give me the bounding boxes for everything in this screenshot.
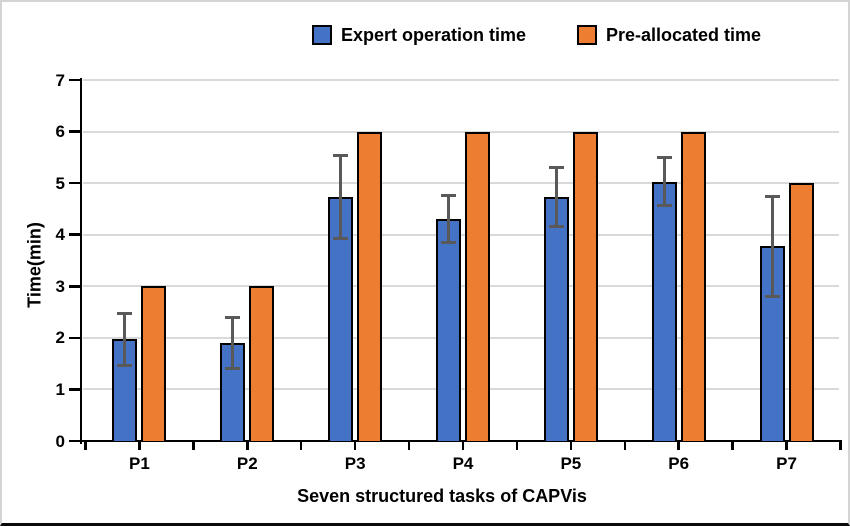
y-tick-label: 1 [55,379,65,399]
x-category-label-P1: P1 [129,454,150,473]
x-axis-title: Seven structured tasks of CAPVis [297,486,587,506]
gridline [83,130,839,133]
error-bar-cap-top-P5 [548,166,564,170]
x-axis-tick [84,441,87,450]
gridline [83,182,839,185]
x-axis-tick [677,441,680,450]
x-axis-tick [731,441,734,450]
x-axis-tick [192,441,195,450]
bar-preallocated-P7 [788,183,814,441]
error-bar-cap-bottom-P4 [441,241,456,245]
x-axis-tick [299,441,303,450]
x-category-label-P7: P7 [776,454,797,473]
error-bar-cap-bottom-P6 [656,203,672,207]
error-bar-line-P7 [770,196,774,297]
gridline [83,233,839,236]
bar-expert-P4 [436,219,461,441]
x-category-label-P6: P6 [668,454,690,473]
error-bar-cap-top-P6 [656,156,672,160]
error-bar-line-P3 [339,155,343,239]
y-axis-line [79,77,82,444]
bar-preallocated-P2 [249,286,275,441]
error-bar-cap-bottom-P3 [333,236,349,240]
y-axis-tick [69,181,80,185]
legend-label-preallocated: Pre-allocated time [606,25,762,45]
error-bar-cap-bottom-P2 [225,367,241,371]
x-axis-tick [569,441,573,450]
y-tick-label: 0 [55,431,65,451]
error-bar-cap-bottom-P1 [117,363,133,367]
x-category-label-P3: P3 [344,454,366,473]
y-tick-label: 6 [55,122,65,142]
x-axis-tick [839,441,842,450]
error-bar-line-P1 [123,313,127,366]
x-axis-tick [515,441,519,450]
y-tick-label: 3 [55,276,65,296]
x-axis-tick [138,441,141,450]
bar-expert-P6 [651,181,677,441]
legend-swatch-expert-icon [312,25,332,45]
x-axis-line [79,439,842,443]
error-bar-cap-top-P3 [333,154,349,158]
error-bar-line-P6 [662,157,666,206]
bar-preallocated-P6 [680,131,706,441]
gridline [83,79,839,81]
y-tick-label: 5 [55,173,65,193]
gridline [83,285,839,288]
legend-item-expert-operation-time: Expert operation time [312,25,526,45]
y-axis-tick [69,78,80,82]
x-category-label-P2: P2 [236,454,258,473]
x-category-label-P5: P5 [560,454,582,473]
y-axis-tick [69,439,80,443]
legend-label-expert: Expert operation time [341,25,527,45]
y-axis-tick [69,285,80,288]
bar-expert-P5 [543,197,569,441]
error-bar-line-P5 [554,167,558,227]
y-tick-label: 4 [55,225,65,245]
y-tick-label: 2 [55,328,65,348]
bar-preallocated-P5 [572,131,598,441]
x-category-label-P4: P4 [452,454,474,473]
error-bar-cap-top-P7 [764,194,780,198]
x-axis-tick [246,441,249,450]
gridline [83,336,839,339]
x-axis-tick [353,441,357,450]
error-bar-cap-top-P2 [225,315,241,319]
error-bar-cap-top-P4 [441,194,456,198]
x-axis-tick [623,441,627,450]
y-tick-label: 7 [55,70,65,90]
x-axis-tick [461,441,465,450]
y-axis-tick [69,130,80,133]
bar-preallocated-P4 [465,131,490,441]
legend-swatch-preallocated-icon [577,25,597,45]
gridline [83,388,839,391]
y-axis-tick [69,233,80,236]
error-bar-cap-top-P1 [117,312,133,316]
error-bar-line-P4 [447,195,450,243]
bar-preallocated-P3 [357,131,383,441]
y-axis-tick [69,388,80,391]
error-bar-cap-bottom-P7 [764,294,780,298]
legend-item-pre-allocated-time: Pre-allocated time [577,25,761,45]
x-axis-tick [785,441,788,450]
bar-preallocated-P1 [141,286,167,441]
y-axis-tick [69,336,80,340]
x-axis-tick [407,441,411,450]
error-bar-cap-bottom-P5 [548,224,564,228]
error-bar-line-P2 [231,317,235,369]
